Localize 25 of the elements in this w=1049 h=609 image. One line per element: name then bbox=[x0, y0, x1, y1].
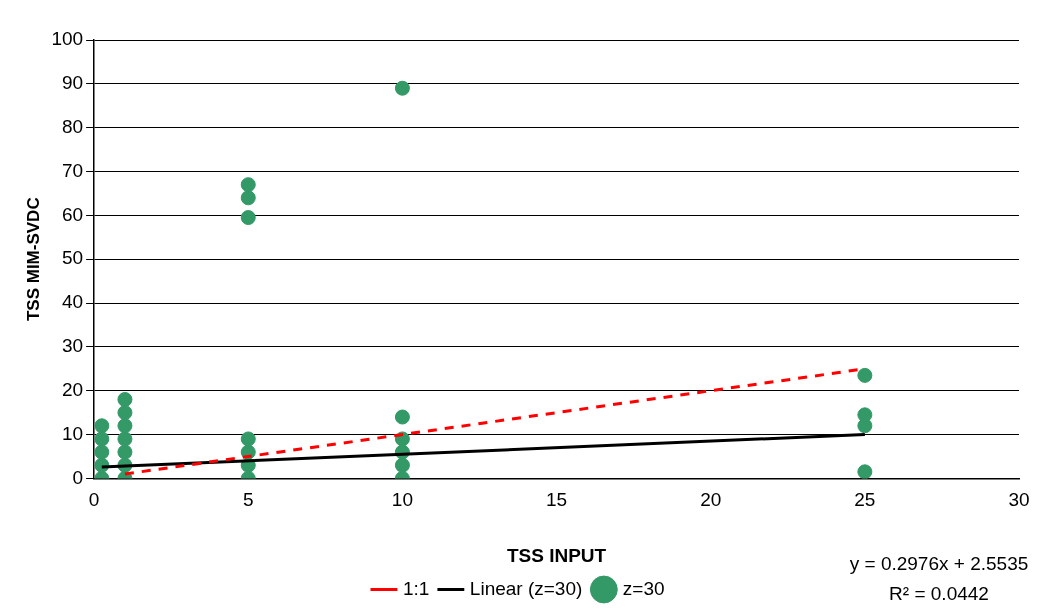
x-tick-label: 30 bbox=[1008, 489, 1030, 511]
y-tick-label: 80 bbox=[61, 115, 84, 137]
y-tick-label: 100 bbox=[51, 28, 84, 50]
x-tick-label: 0 bbox=[88, 489, 100, 511]
y-tick-label: 10 bbox=[61, 422, 84, 444]
y-tick-label: 90 bbox=[61, 72, 84, 94]
text: y = 0.2976x + 2.5535 bbox=[849, 552, 1029, 574]
y-tick-label: 0 bbox=[72, 466, 84, 488]
x-axis-title: TSS INPUT bbox=[506, 544, 607, 566]
x-tick-label: 5 bbox=[242, 489, 254, 511]
x-tick-label: 10 bbox=[391, 489, 413, 511]
x-tick-label: 20 bbox=[700, 489, 722, 511]
legend-label: Linear (z=30) bbox=[469, 577, 583, 599]
legend-label: 1:1 bbox=[402, 577, 430, 599]
y-axis-title: TSS MIM-SVDC bbox=[23, 197, 43, 322]
y-tick-label: 30 bbox=[61, 335, 84, 357]
text: R² = 0.0442 bbox=[889, 582, 989, 604]
y-tick-label: 60 bbox=[61, 203, 84, 225]
y-tick-label: 20 bbox=[61, 378, 84, 400]
y-tick-label: 50 bbox=[61, 247, 84, 269]
x-tick-label: 15 bbox=[545, 489, 568, 511]
y-tick-label: 40 bbox=[61, 291, 84, 313]
y-tick-label: 70 bbox=[61, 159, 84, 181]
legend-label: z=30 bbox=[622, 577, 665, 599]
x-tick-label: 25 bbox=[854, 489, 876, 511]
